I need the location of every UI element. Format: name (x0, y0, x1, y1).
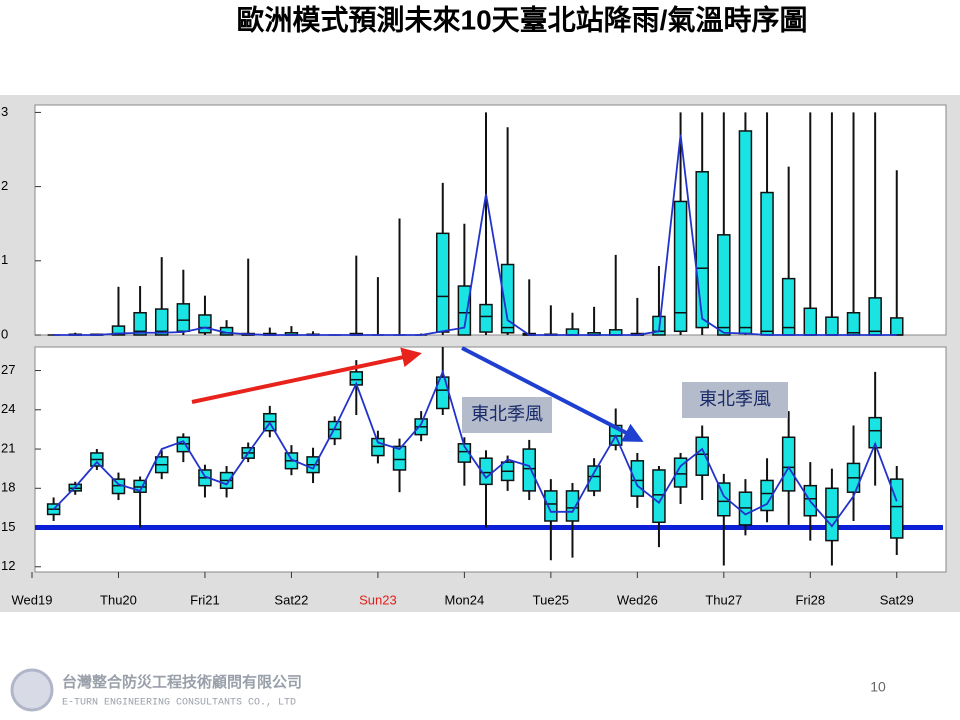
y-tick-label: 27 (1, 362, 15, 377)
y-tick-label: 12 (1, 558, 15, 573)
box (781, 436, 796, 492)
y-tick-label: 1 (1, 252, 8, 267)
box (890, 317, 904, 336)
y-tick-label: 24 (1, 401, 15, 416)
annotation: 東北季風 (699, 389, 771, 409)
x-tick-label: Wed26 (617, 592, 658, 607)
company-name: 台灣整合防災工程技術顧問有限公司 (62, 673, 302, 691)
x-tick-label: Tue25 (533, 592, 569, 607)
y-tick-label: 0 (1, 326, 8, 341)
box (695, 171, 709, 329)
annotation-box (462, 397, 552, 433)
warming-arrow (191, 347, 422, 404)
logo (10, 668, 54, 712)
box (154, 308, 169, 336)
x-tick-label: Sun23 (359, 592, 397, 607)
box (133, 311, 147, 336)
box (846, 311, 861, 336)
mean-line (53, 134, 897, 336)
box (198, 314, 212, 334)
box (479, 457, 493, 486)
x-tick-label: Fri28 (795, 592, 825, 607)
box (176, 303, 191, 333)
box (479, 303, 493, 333)
x-tick-label: Fri21 (190, 592, 220, 607)
box (457, 285, 472, 336)
box (587, 465, 601, 492)
x-tick-label: Wed19 (12, 592, 53, 607)
cooling-arrow (461, 346, 644, 442)
mean-line (52, 369, 898, 528)
box (565, 490, 580, 522)
box (781, 277, 796, 336)
x-tick-label: Thu20 (100, 592, 137, 607)
x-tick-label: Sat22 (274, 592, 308, 607)
annotation-box (682, 382, 788, 418)
box (673, 200, 688, 333)
y-tick-label: 18 (1, 480, 15, 495)
x-tick-label: Thu27 (705, 592, 742, 607)
box (652, 469, 666, 524)
y-tick-label: 21 (1, 440, 15, 455)
page-number: 10 (870, 679, 886, 695)
box (673, 457, 688, 488)
slide-title: 歐洲模式預測未來10天臺北站降雨/氣溫時序圖 (237, 3, 808, 35)
box (738, 130, 753, 335)
box (825, 487, 839, 542)
box (868, 416, 882, 449)
box (695, 436, 709, 476)
company-name-en: E-TURN ENGINEERING CONSULTANTS CO., LTD (62, 698, 296, 709)
box (868, 297, 882, 336)
box (111, 325, 126, 336)
box (717, 234, 731, 336)
box (630, 460, 645, 497)
y-tick-label: 3 (1, 104, 8, 119)
box (392, 445, 407, 471)
y-tick-label: 15 (1, 519, 15, 534)
box (803, 307, 818, 336)
box (522, 448, 536, 492)
box (436, 232, 450, 333)
box (500, 263, 515, 334)
x-tick-label: Mon24 (445, 592, 485, 607)
box (760, 191, 774, 336)
box (825, 316, 839, 336)
annotation: 東北季風 (471, 404, 543, 424)
x-tick-label: Sat29 (880, 592, 914, 607)
y-tick-label: 2 (1, 178, 8, 193)
box (544, 490, 558, 522)
